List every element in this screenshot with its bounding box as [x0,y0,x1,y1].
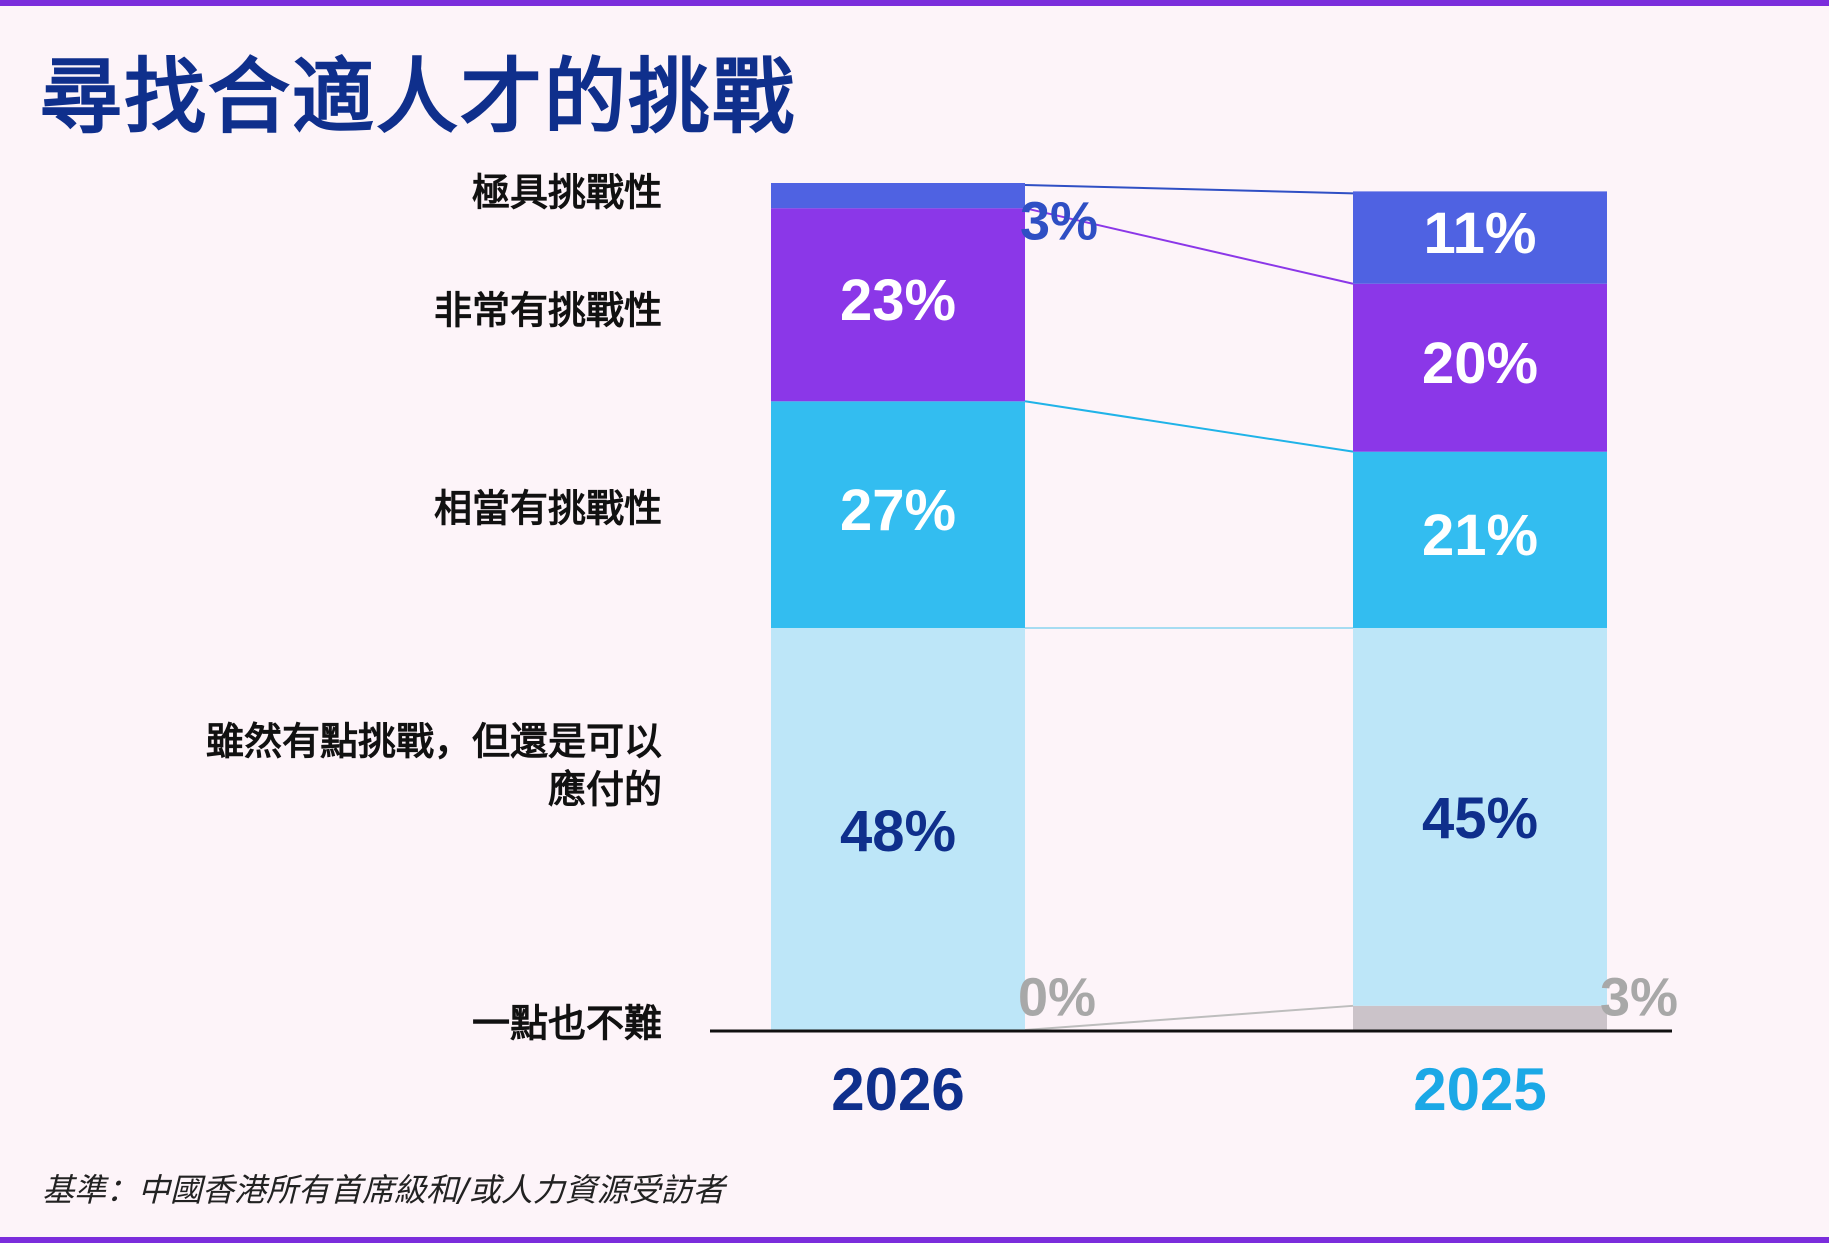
year-label-2025: 2025 [1413,1056,1546,1123]
bar-2026-series-1 [771,627,1025,1031]
series-label-1-line-0: 雖然有點挑戰，但還是可以 [206,720,662,764]
top-border [0,0,1829,6]
series-label-3: 非常有挑戰性 [434,289,662,333]
footnote: 基準：中國香港所有首席級和/或人力資源受訪者 [42,1171,725,1209]
value-label-2025-series-4: 11% [1424,201,1537,266]
value-label-2025-series-2: 21% [1422,503,1538,568]
value-label-2026-series-0: 0% [1018,967,1096,1027]
value-label-2026-series-1: 48% [840,799,956,864]
year-label-2026: 2026 [831,1056,964,1123]
series-label-0: 一點也不難 [472,1002,662,1046]
bottom-border [0,1237,1829,1243]
bar-2025-series-4 [1353,191,1607,284]
bar-2026-series-3 [771,208,1025,402]
bar-2025-series-0 [1353,1005,1607,1031]
bar-2025-series-3 [1353,283,1607,452]
value-label-2025-series-1: 45% [1422,786,1538,851]
bar-2025-series-1 [1353,627,1607,1006]
connector-line-series-2 [1024,400,1354,453]
connector-line-series-4 [1024,184,1354,195]
series-label-1-line-1: 應付的 [548,768,662,812]
value-label-2026-series-2: 27% [840,478,956,543]
bar-2026-series-2 [771,401,1025,628]
value-label-2026-series-4: 3% [1020,191,1098,251]
chart-title: 尋找合適人才的挑戰 [40,50,797,145]
value-label-2026-series-3: 23% [840,268,956,333]
bar-2025-series-2 [1353,451,1607,628]
connector-line-series-3 [1024,207,1354,285]
value-label-2025-series-0: 3% [1600,967,1678,1027]
series-label-4: 極具挑戰性 [472,171,662,215]
bar-2026-series-4 [771,183,1025,209]
value-label-2025-series-3: 20% [1422,331,1538,396]
connector-line-series-0 [1024,1004,1354,1031]
series-label-2: 相當有挑戰性 [434,487,662,531]
